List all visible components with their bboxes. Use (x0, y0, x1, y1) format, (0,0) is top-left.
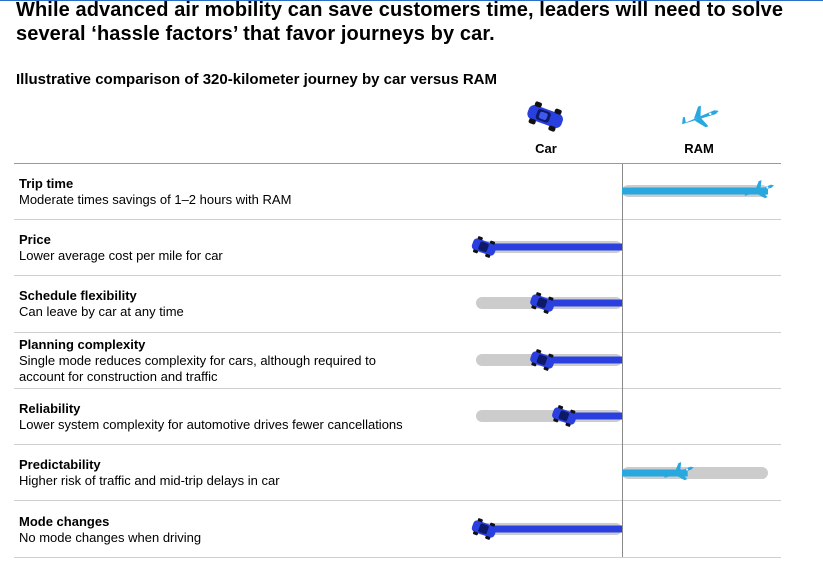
bar-value (622, 469, 688, 477)
row-price: Price Lower average cost per mile for ca… (19, 232, 459, 264)
bar-track (476, 523, 622, 535)
bar-row (622, 462, 768, 481)
row-divider (14, 557, 781, 558)
row-description: Moderate times savings of 1–2 hours with… (19, 192, 292, 207)
bar-value (534, 356, 622, 364)
row-description: Lower system complexity for automotive d… (19, 417, 403, 432)
chart-title-line-1: While advanced air mobility can save cus… (16, 0, 784, 21)
row-description: Higher risk of traffic and mid-trip dela… (19, 473, 280, 488)
bar-value (556, 412, 622, 420)
bar-value (534, 299, 622, 307)
row-title: Planning complexity (19, 337, 146, 352)
row-trip-time: Trip time Moderate times savings of 1–2 … (19, 176, 459, 208)
car-marker-icon (552, 405, 577, 427)
chart-title: While advanced air mobility can save cus… (16, 0, 816, 46)
plane-marker-icon (743, 180, 774, 199)
car-marker-icon (530, 349, 555, 371)
row-divider (14, 500, 781, 501)
bar-row (471, 518, 622, 540)
column-header-car: Car (535, 141, 557, 156)
bar-track (476, 297, 622, 309)
row-divider (14, 332, 781, 333)
row-predictability: Predictability Higher risk of traffic an… (19, 457, 459, 489)
row-title: Mode changes (19, 514, 110, 529)
bar-track (622, 467, 768, 479)
row-divider (14, 444, 781, 445)
row-title: Trip time (19, 176, 74, 191)
row-title: Reliability (19, 401, 81, 416)
row-description: Lower average cost per mile for car (19, 248, 223, 263)
row-divider (14, 388, 781, 389)
header-rule (14, 163, 781, 164)
chart-subtitle: Illustrative comparison of 320-kilometer… (16, 71, 497, 88)
bar-value (476, 525, 622, 533)
row-reliability: Reliability Lower system complexity for … (19, 401, 459, 433)
bar-row (471, 236, 622, 258)
row-divider (14, 219, 781, 220)
row-description: No mode changes when driving (19, 530, 202, 545)
row-title: Price (19, 232, 51, 247)
row-title: Predictability (19, 457, 101, 472)
bar-value (476, 243, 622, 251)
car-marker-icon (471, 518, 497, 540)
plane-marker-icon (663, 462, 694, 481)
row-schedule-flexibility: Schedule flexibility Can leave by car at… (19, 288, 459, 320)
bar-row (476, 405, 622, 427)
bar-track (476, 354, 622, 366)
row-mode-changes: Mode changes No mode changes when drivin… (19, 514, 459, 546)
center-axis-line (622, 164, 623, 557)
bar-row (476, 349, 622, 371)
bar-track (622, 185, 768, 197)
bar-track (476, 410, 622, 422)
chart-title-line-2: several ‘hassle factors’ that favor jour… (16, 23, 495, 45)
bar-track (476, 241, 622, 253)
column-header-ram: RAM (684, 141, 714, 156)
car-marker-icon (471, 236, 497, 258)
bar-row (622, 180, 774, 199)
row-planning-complexity: Planning complexity Single mode reduces … (19, 337, 409, 385)
bar-row (476, 292, 622, 314)
top-accent-line (0, 0, 823, 1)
car-icon (527, 101, 563, 132)
row-divider (14, 275, 781, 276)
bar-value (622, 187, 768, 195)
row-description: Can leave by car at any time (19, 304, 184, 319)
row-title: Schedule flexibility (19, 288, 137, 303)
row-description: Single mode reduces complexity for cars,… (19, 353, 376, 384)
plane-icon (681, 105, 719, 128)
car-marker-icon (530, 292, 555, 314)
